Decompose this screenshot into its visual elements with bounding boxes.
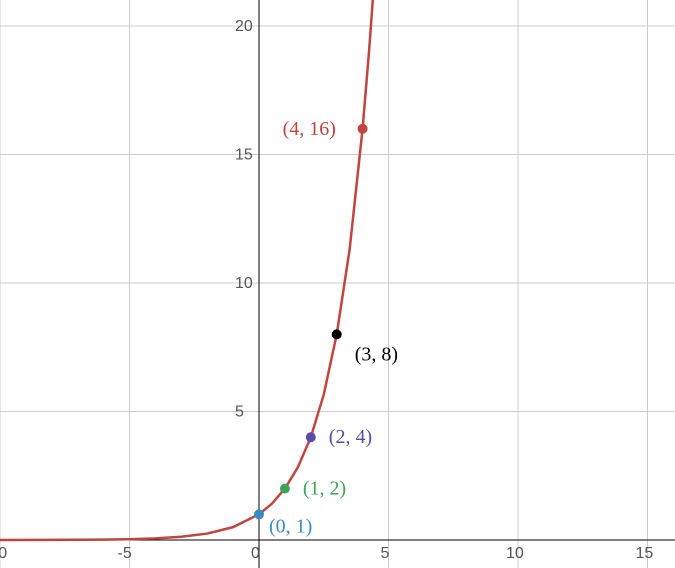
marker-point	[358, 124, 368, 134]
x-tick-label: -10	[0, 545, 7, 562]
point-label: (4, 16)	[283, 118, 336, 140]
x-tick-label: 0	[251, 545, 260, 562]
x-tick-label: 10	[506, 545, 524, 562]
point-label: (3, 8)	[355, 343, 398, 365]
point-label: (2, 4)	[329, 426, 372, 448]
x-tick-label: -5	[118, 545, 132, 562]
y-tick-label: 20	[235, 18, 253, 35]
point-label: (0, 1)	[269, 515, 312, 537]
chart-svg: -10 -5 0 5 10 15 5 10 15 20 (0, 1) (1, 2) (2, 4) (3, …	[0, 0, 675, 568]
x-tick-label: 15	[636, 545, 654, 562]
y-tick-label: 15	[235, 147, 253, 164]
marker-point	[332, 329, 342, 339]
marker-point	[280, 484, 290, 494]
y-tick-label: 5	[235, 404, 244, 421]
point-label: (1, 2)	[303, 478, 346, 500]
marker-point	[254, 509, 264, 519]
x-tick-label: 5	[381, 545, 390, 562]
exponential-chart: -10 -5 0 5 10 15 5 10 15 20 (0, 1) (1, 2) (2, 4) (3, …	[0, 0, 675, 568]
y-tick-label: 10	[235, 275, 253, 292]
marker-point	[306, 432, 316, 442]
